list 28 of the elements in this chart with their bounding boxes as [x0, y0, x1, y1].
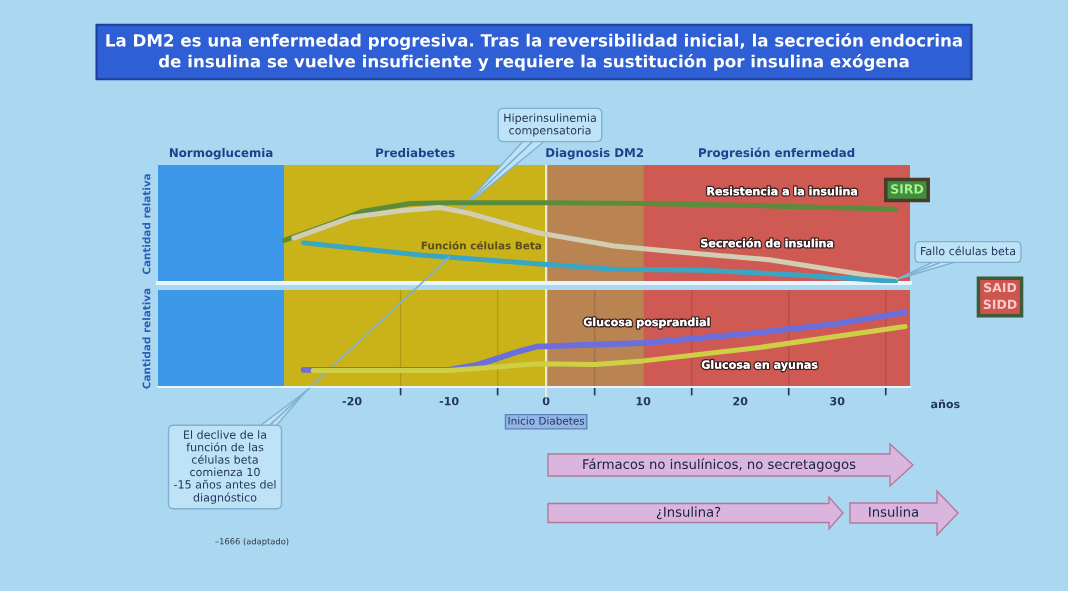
y-axis-title: Cantidad relativa	[142, 174, 151, 275]
x-tick-label: 10	[636, 396, 651, 406]
text: ¿Insulina?	[656, 506, 721, 520]
x-tick-label: 0	[542, 396, 550, 406]
chart-title: La DM2 es una enfermedad progresiva. Tras la reversibilidad inicial, la secreción endocrina de insulina se vuelve insuficiente y requiere la sustitución por insulina exógena	[106, 33, 962, 71]
x-tick-label: -20	[342, 396, 362, 406]
band-label: Progresión enfermedad	[699, 147, 855, 160]
x-axis-title: años	[930, 399, 960, 409]
ref-line-label: Inicio Diabetes	[508, 416, 585, 425]
text: Fármacos no insulínicos, no secretagogos	[583, 458, 856, 472]
series-label: Secreción de insulina	[701, 238, 834, 248]
x-tick-label: 20	[733, 396, 748, 406]
band-label: Diagnosis DM2	[546, 147, 643, 160]
x-tick-label: -10	[439, 396, 459, 406]
series-label: Función células Beta	[421, 240, 542, 250]
y-axis-title: Cantidad relativa	[142, 288, 151, 389]
series-label: Glucosa en ayunas	[701, 360, 818, 372]
series-label: Glucosa posprandial	[583, 317, 710, 329]
annotation: Fallo células beta	[921, 246, 1016, 256]
text: SIRD	[891, 184, 924, 194]
text: Insulina	[869, 506, 918, 517]
text: –1666 (adaptado)	[215, 537, 289, 547]
text: SAID SIDD	[983, 282, 1017, 310]
band-label: Prediabetes	[376, 148, 455, 158]
x-tick-label: 30	[830, 396, 845, 406]
band-label: Normoglucemia	[169, 147, 273, 160]
series-label: Resistencia a la insulina	[707, 186, 858, 196]
annotation: Hiperinsulinemia compensatoria	[504, 113, 596, 137]
